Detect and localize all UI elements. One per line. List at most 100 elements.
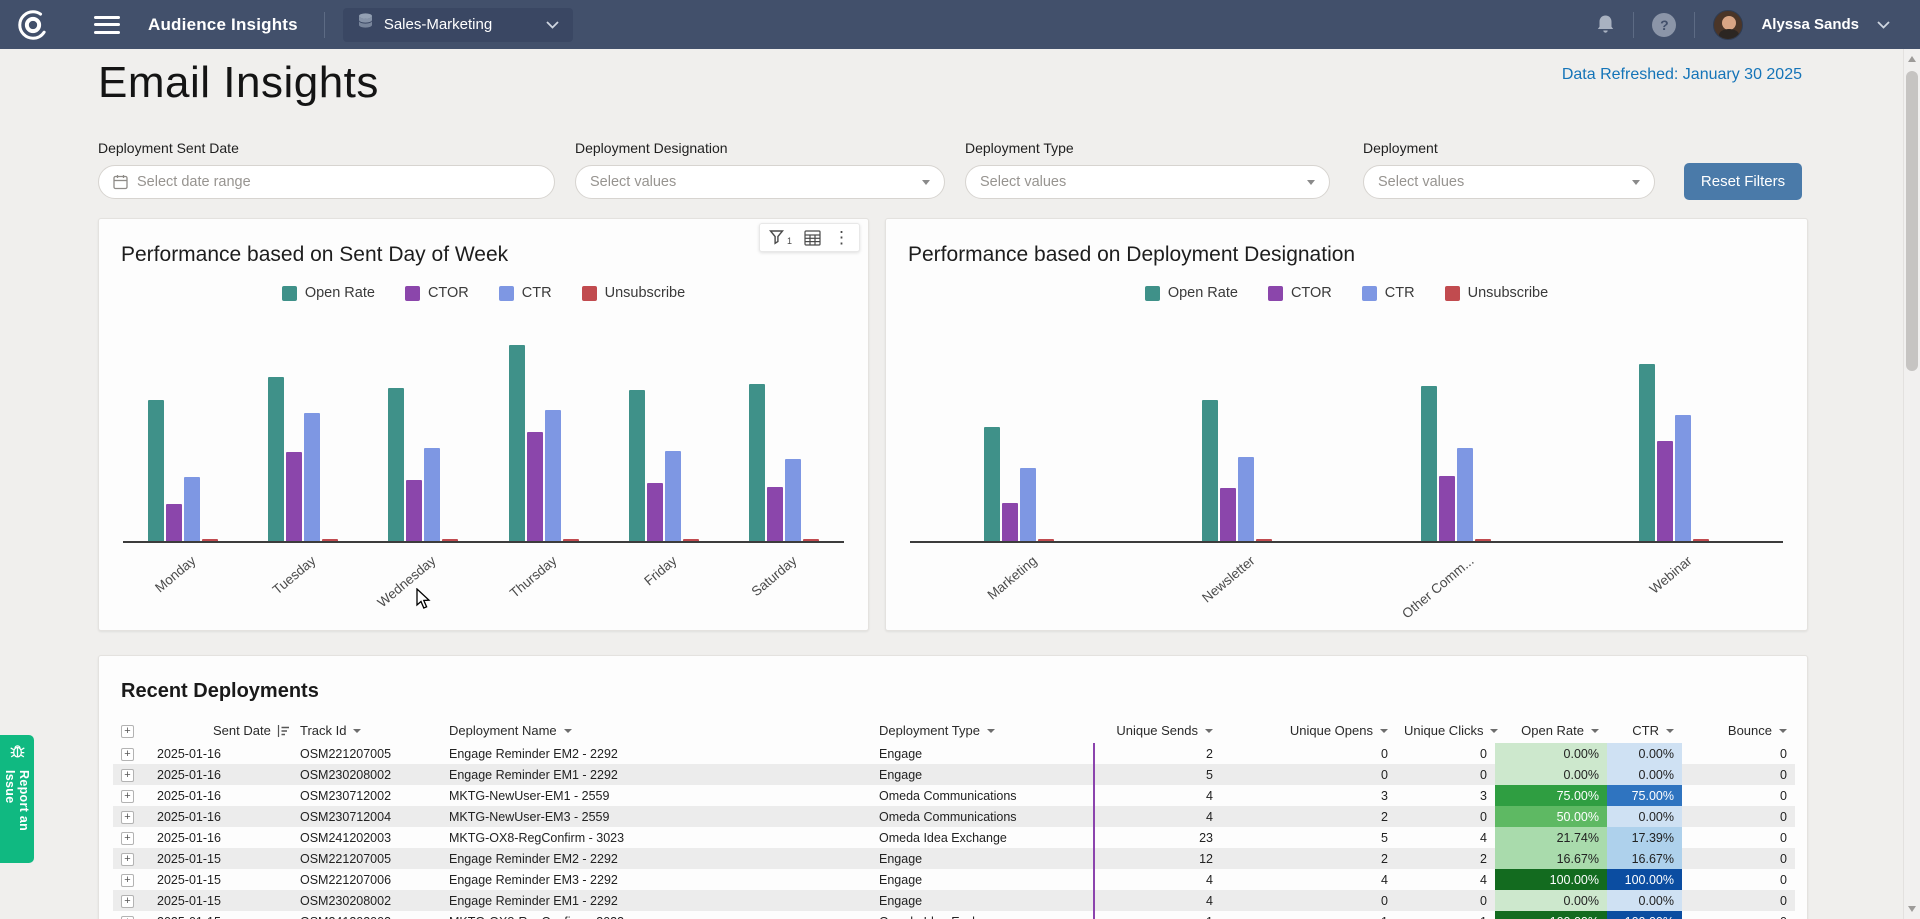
column-header-sent_date[interactable]: Sent Date: [149, 717, 292, 743]
bar-open-rate[interactable]: [749, 384, 765, 541]
expand-row-button[interactable]: +: [121, 790, 134, 803]
expand-row-button[interactable]: +: [121, 748, 134, 761]
hamburger-menu-icon[interactable]: [94, 16, 120, 34]
scroll-up-arrow-icon[interactable]: [1908, 56, 1916, 62]
column-header-deployment_name[interactable]: Deployment Name: [441, 717, 871, 743]
bar-unsubscribe[interactable]: [803, 539, 819, 541]
legend-item-open-rate[interactable]: Open Rate: [1145, 283, 1238, 303]
bar-unsubscribe[interactable]: [563, 539, 579, 541]
scrollbar-thumb[interactable]: [1906, 71, 1918, 371]
scroll-down-arrow-icon[interactable]: [1908, 906, 1916, 912]
bar-ctr[interactable]: [1020, 468, 1036, 541]
bar-open-rate[interactable]: [1421, 386, 1437, 541]
help-icon[interactable]: ?: [1652, 13, 1676, 37]
column-menu-caret-icon[interactable]: [1666, 729, 1674, 733]
legend-item-open-rate[interactable]: Open Rate: [282, 283, 375, 303]
table-row[interactable]: +2025-01-16OSM230712002MKTG-NewUser-EM1 …: [113, 785, 1795, 806]
deployment-designation-select[interactable]: Select values: [575, 165, 945, 199]
column-menu-caret-icon[interactable]: [1591, 729, 1599, 733]
bar-open-rate[interactable]: [984, 427, 1000, 541]
bar-unsubscribe[interactable]: [1256, 539, 1272, 541]
bar-unsubscribe[interactable]: [442, 539, 458, 541]
table-row[interactable]: +2025-01-15OSM221207005Engage Reminder E…: [113, 848, 1795, 869]
column-menu-caret-icon[interactable]: [987, 729, 995, 733]
bar-open-rate[interactable]: [629, 390, 645, 541]
kebab-menu-icon[interactable]: ⋮: [833, 229, 850, 246]
column-header-ctr[interactable]: CTR: [1607, 717, 1682, 743]
bar-unsubscribe[interactable]: [322, 539, 338, 541]
bar-ctr[interactable]: [545, 410, 561, 541]
bar-ctr[interactable]: [184, 477, 200, 541]
legend-item-ctor[interactable]: CTOR: [405, 283, 469, 303]
table-row[interactable]: +2025-01-16OSM241202003MKTG-OX8-RegConfi…: [113, 827, 1795, 848]
user-menu-chevron-icon[interactable]: [1877, 21, 1890, 29]
bar-ctor[interactable]: [406, 480, 422, 541]
workspace-selector[interactable]: Sales-Marketing: [343, 8, 573, 42]
legend-item-ctr[interactable]: CTR: [499, 283, 552, 303]
bar-unsubscribe[interactable]: [683, 539, 699, 541]
legend-item-unsubscribe[interactable]: Unsubscribe: [1445, 283, 1549, 303]
bar-ctor[interactable]: [1002, 503, 1018, 541]
bar-ctor[interactable]: [1657, 441, 1673, 541]
bar-ctor[interactable]: [527, 432, 543, 541]
expand-row-button[interactable]: +: [121, 874, 134, 887]
column-header-unique_sends[interactable]: Unique Sends: [1094, 717, 1221, 743]
omeda-logo-icon[interactable]: [0, 8, 66, 42]
bar-ctor[interactable]: [647, 483, 663, 541]
bar-ctr[interactable]: [1675, 415, 1691, 541]
column-header-deployment_type[interactable]: Deployment Type: [871, 717, 1094, 743]
deployment-type-select[interactable]: Select values: [965, 165, 1330, 199]
report-an-issue-tab[interactable]: Report an Issue: [0, 735, 34, 863]
bar-ctor[interactable]: [286, 452, 302, 541]
bar-ctr[interactable]: [785, 459, 801, 541]
expand-row-button[interactable]: +: [121, 832, 134, 845]
bar-ctor[interactable]: [1439, 476, 1455, 541]
bell-icon[interactable]: [1596, 14, 1615, 35]
column-menu-caret-icon[interactable]: [1205, 729, 1213, 733]
bar-ctr[interactable]: [1457, 448, 1473, 541]
expand-row-button[interactable]: +: [121, 769, 134, 782]
column-header-unique_opens[interactable]: Unique Opens: [1221, 717, 1396, 743]
column-menu-caret-icon[interactable]: [1490, 729, 1498, 733]
table-row[interactable]: +2025-01-15OSM221207006Engage Reminder E…: [113, 869, 1795, 890]
expand-all-button[interactable]: +: [121, 725, 134, 738]
legend-item-ctor[interactable]: CTOR: [1268, 283, 1332, 303]
avatar[interactable]: [1713, 10, 1743, 40]
column-header-open_rate[interactable]: Open Rate: [1495, 717, 1607, 743]
bar-ctr[interactable]: [304, 413, 320, 541]
bar-ctr[interactable]: [1238, 457, 1254, 541]
table-row[interactable]: +2025-01-16OSM221207005Engage Reminder E…: [113, 743, 1795, 764]
legend-item-ctr[interactable]: CTR: [1362, 283, 1415, 303]
bar-unsubscribe[interactable]: [1475, 539, 1491, 541]
bar-unsubscribe[interactable]: [202, 539, 218, 541]
column-menu-caret-icon[interactable]: [353, 729, 361, 733]
expand-row-button[interactable]: +: [121, 895, 134, 908]
column-header-track_id[interactable]: Track Id: [292, 717, 441, 743]
table-row[interactable]: +2025-01-16OSM230712004MKTG-NewUser-EM3 …: [113, 806, 1795, 827]
expand-row-button[interactable]: +: [121, 811, 134, 824]
column-menu-caret-icon[interactable]: [1380, 729, 1388, 733]
bar-open-rate[interactable]: [148, 400, 164, 541]
bar-ctor[interactable]: [1220, 488, 1236, 541]
bar-open-rate[interactable]: [1639, 364, 1655, 541]
bar-ctor[interactable]: [767, 487, 783, 541]
column-header-bounce[interactable]: Bounce: [1682, 717, 1795, 743]
table-row[interactable]: +2025-01-15OSM230208002Engage Reminder E…: [113, 890, 1795, 911]
bar-open-rate[interactable]: [268, 377, 284, 541]
bar-open-rate[interactable]: [1202, 400, 1218, 541]
table-row[interactable]: +2025-01-16OSM230208002Engage Reminder E…: [113, 764, 1795, 785]
deployment-select[interactable]: Select values: [1363, 165, 1655, 199]
bar-open-rate[interactable]: [388, 388, 404, 541]
column-menu-caret-icon[interactable]: [564, 729, 572, 733]
column-menu-caret-icon[interactable]: [1779, 729, 1787, 733]
bar-unsubscribe[interactable]: [1038, 539, 1054, 541]
legend-item-unsubscribe[interactable]: Unsubscribe: [582, 283, 686, 303]
bar-open-rate[interactable]: [509, 345, 525, 541]
table-row[interactable]: +2025-01-15OSM241202003MKTG-OX8-RegConfi…: [113, 911, 1795, 919]
filter-icon[interactable]: 1: [769, 229, 792, 246]
table-view-icon[interactable]: [804, 230, 821, 246]
column-header-unique_clicks[interactable]: Unique Clicks: [1396, 717, 1495, 743]
date-range-input[interactable]: Select date range: [98, 165, 555, 199]
expand-row-button[interactable]: +: [121, 853, 134, 866]
bar-ctr[interactable]: [424, 448, 440, 541]
